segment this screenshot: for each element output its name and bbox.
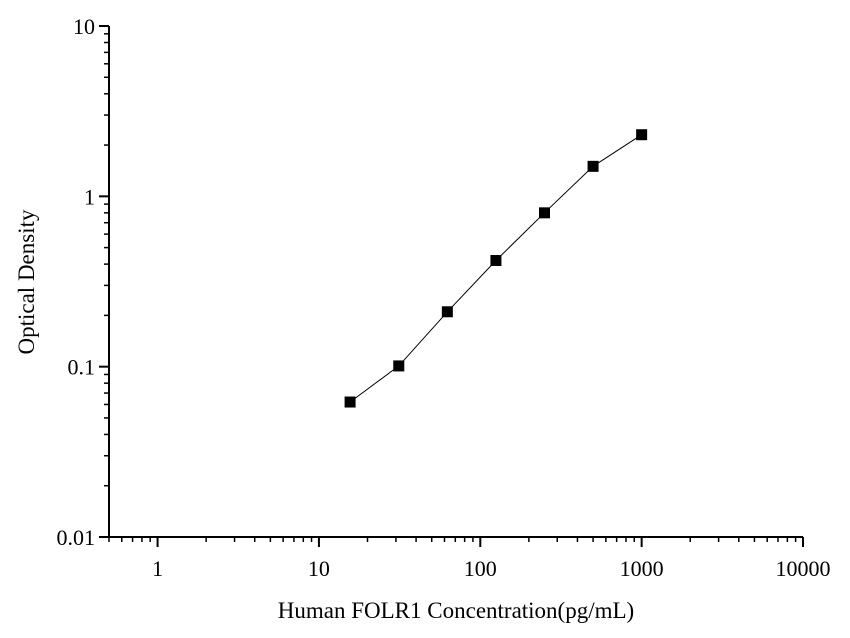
- x-tick-label: 1: [152, 556, 163, 581]
- y-axis-title: Optical Density: [14, 209, 39, 354]
- y-tick-label: 1: [84, 184, 95, 209]
- x-tick-label: 10: [308, 556, 330, 581]
- x-tick-label: 100: [464, 556, 497, 581]
- y-tick-label: 10: [73, 14, 95, 39]
- x-axis-title: Human FOLR1 Concentration(pg/mL): [278, 598, 634, 623]
- y-tick-label: 0.01: [57, 525, 96, 550]
- x-tick-label: 10000: [776, 556, 831, 581]
- data-point: [441, 306, 453, 318]
- data-point: [393, 360, 405, 372]
- data-point: [344, 396, 356, 408]
- y-axis-ticks: 0.01 0.1 1 10: [57, 14, 109, 550]
- data-point: [636, 129, 648, 141]
- data-point: [538, 207, 550, 219]
- x-axis-ticks: 1 10 100 1000 10000: [108, 537, 831, 581]
- data-point: [490, 255, 502, 267]
- series-layer: [344, 129, 648, 408]
- y-tick-label: 0.1: [68, 355, 96, 380]
- data-point: [587, 160, 599, 172]
- x-tick-label: 1000: [620, 556, 664, 581]
- plot-frame: [108, 26, 803, 538]
